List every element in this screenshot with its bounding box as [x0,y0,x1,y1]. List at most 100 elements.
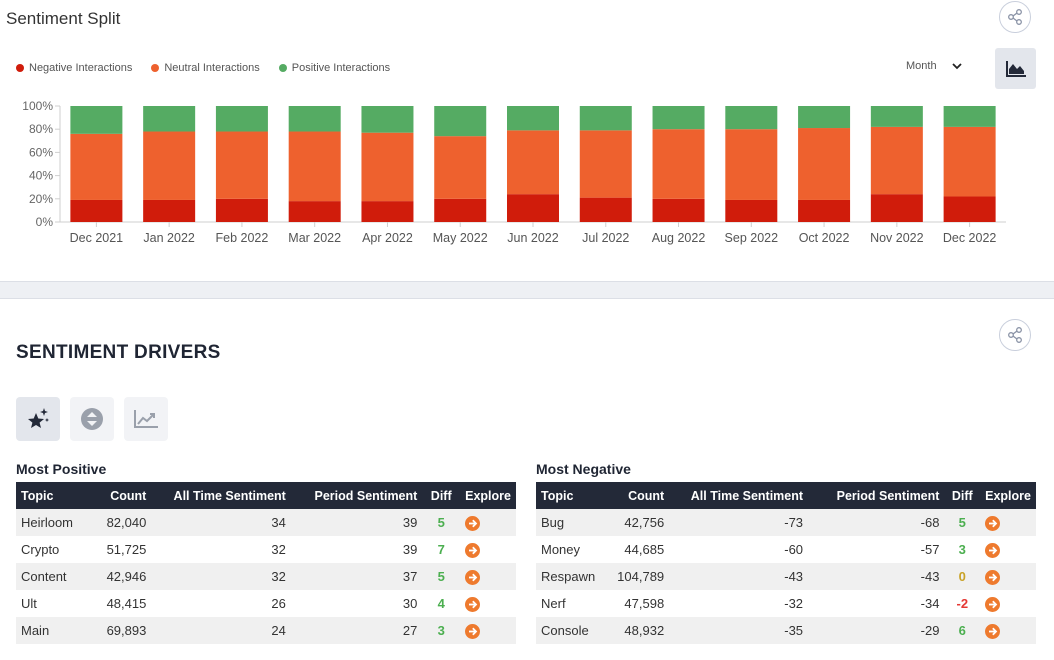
col-header-count[interactable]: Count [85,482,152,509]
bar-negative-3[interactable] [288,201,341,222]
all-time-sentiment-cell: 32 [151,536,291,563]
bar-negative-7[interactable] [579,197,632,222]
col-header-diff[interactable]: Diff [944,482,981,509]
col-header-explore: Explore [460,482,516,509]
bar-negative-6[interactable] [507,194,559,222]
table-row: Bug 42,756 -73 -68 5 [536,509,1036,536]
count-cell: 69,893 [85,617,152,644]
bar-neutral-4[interactable] [361,132,414,202]
share-button[interactable] [999,1,1031,33]
count-cell: 42,756 [603,509,670,536]
bar-positive-0[interactable] [70,106,123,134]
bar-neutral-8[interactable] [652,129,705,199]
bar-positive-11[interactable] [870,106,923,127]
bar-positive-1[interactable] [143,106,196,132]
bar-positive-2[interactable] [215,106,268,132]
arrow-right-circle-icon[interactable] [985,542,1001,558]
bar-neutral-2[interactable] [215,131,268,199]
bar-negative-11[interactable] [870,194,923,222]
col-header-topic[interactable]: Topic [16,482,86,509]
arrow-right-circle-icon[interactable] [465,623,481,639]
col-header-all-time-sentiment[interactable]: All Time Sentiment [151,482,291,509]
arrow-right-circle-icon[interactable] [465,542,481,558]
chart-type-button[interactable] [995,48,1036,89]
bar-negative-2[interactable] [215,198,268,222]
bar-neutral-11[interactable] [870,126,923,195]
legend-dot-negative [16,64,24,72]
arrow-right-circle-icon[interactable] [985,515,1001,531]
legend-item-positive[interactable]: Positive Interactions [278,62,390,74]
topic-cell: Respawn [536,563,604,590]
bar-neutral-1[interactable] [143,131,196,200]
mode-button-top-drivers[interactable] [16,397,60,441]
period-select[interactable]: Month [906,60,963,72]
col-header-period-sentiment[interactable]: Period Sentiment [290,482,423,509]
bar-negative-12[interactable] [943,196,996,222]
bar-neutral-6[interactable] [507,130,559,195]
swap-vertical-icon [81,408,103,430]
all-time-sentiment-cell: -43 [669,563,809,590]
area-chart-icon [1005,60,1026,77]
legend-item-negative[interactable]: Negative Interactions [16,62,132,74]
sentiment-split-card: Sentiment Split Negative Interactions Ne… [0,0,1054,281]
table-header-row: Topic Count All Time Sentiment Period Se… [536,482,1036,509]
col-header-all-time-sentiment[interactable]: All Time Sentiment [669,482,809,509]
arrow-right-circle-icon[interactable] [985,623,1001,639]
arrow-right-circle-icon[interactable] [465,596,481,612]
table-row: Crypto 51,725 32 39 7 [16,536,516,563]
diff-cell: 5 [944,509,981,536]
trend-line-icon [134,410,158,428]
arrow-right-circle-icon[interactable] [465,515,481,531]
chevron-down-icon [951,63,962,70]
table-header-row: Topic Count All Time Sentiment Period Se… [16,482,516,509]
count-cell: 82,040 [85,509,152,536]
arrow-right-circle-icon[interactable] [985,596,1001,612]
explore-cell [460,536,516,563]
bar-negative-4[interactable] [361,201,414,222]
arrow-right-circle-icon[interactable] [985,569,1001,585]
bar-neutral-10[interactable] [798,128,851,200]
arrow-right-circle-icon[interactable] [465,569,481,585]
bar-neutral-0[interactable] [70,133,123,200]
bar-positive-5[interactable] [434,106,487,137]
bar-positive-7[interactable] [579,106,632,131]
diff-cell: -2 [944,590,981,617]
all-time-sentiment-cell: 24 [151,617,291,644]
bar-neutral-3[interactable] [288,131,341,202]
diff-cell: 3 [944,536,981,563]
bar-positive-3[interactable] [288,106,341,132]
explore-cell [980,617,1036,644]
topic-cell: Bug [536,509,604,536]
bar-positive-6[interactable] [507,106,559,131]
bar-negative-0[interactable] [70,199,123,222]
col-header-count[interactable]: Count [603,482,670,509]
bar-negative-1[interactable] [143,199,196,222]
col-header-explore: Explore [980,482,1036,509]
period-select-value: Month [906,60,937,72]
bar-positive-12[interactable] [943,106,996,127]
legend-item-neutral[interactable]: Neutral Interactions [151,62,260,74]
bar-positive-10[interactable] [798,106,851,129]
col-header-period-sentiment[interactable]: Period Sentiment [808,482,945,509]
bar-positive-9[interactable] [725,106,778,130]
drivers-share-button[interactable] [999,319,1031,351]
bar-negative-5[interactable] [434,198,487,222]
bar-neutral-5[interactable] [434,136,487,199]
bar-neutral-12[interactable] [943,126,996,197]
bar-neutral-9[interactable] [725,129,778,200]
col-header-diff[interactable]: Diff [422,482,461,509]
mode-button-swap[interactable] [70,397,114,441]
mode-button-trend[interactable] [124,397,168,441]
legend-label-negative: Negative Interactions [29,62,133,74]
topic-cell: Main [16,617,86,644]
col-header-topic[interactable]: Topic [536,482,604,509]
bar-positive-4[interactable] [361,106,414,133]
bar-negative-9[interactable] [725,199,778,222]
x-tick-label: Nov 2022 [870,231,924,245]
bar-neutral-7[interactable] [579,130,632,198]
diff-cell: 7 [422,536,461,563]
bar-negative-8[interactable] [652,198,705,222]
bar-positive-8[interactable] [652,106,705,130]
bar-negative-10[interactable] [798,199,851,222]
all-time-sentiment-cell: 34 [151,509,291,536]
